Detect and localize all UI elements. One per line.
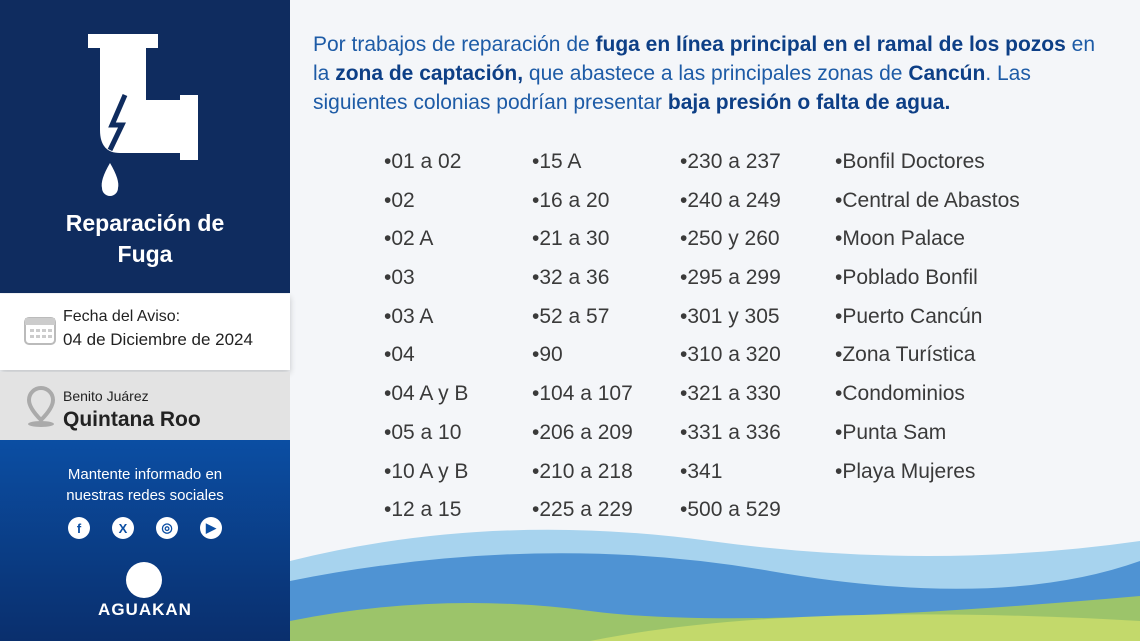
- colonia-item: •104 a 107: [532, 382, 633, 406]
- brand-name: AGUAKAN: [98, 600, 192, 619]
- colonia-item: •Zona Turística: [835, 343, 976, 367]
- social-panel: Mantente informado en nuestras redes soc…: [0, 440, 290, 641]
- colonia-item: •05 a 10: [384, 420, 462, 444]
- colonia-item: •10 A y B: [384, 459, 469, 483]
- title-line: Reparación de: [65, 210, 225, 236]
- date-box: Fecha del Aviso: 04 de Diciembre de 2024: [0, 294, 290, 370]
- colonia-item: •Central de Abastos: [835, 188, 1020, 212]
- colonia-item: •16 a 20: [532, 188, 610, 212]
- notice-bold: baja presión o falta de agua.: [667, 91, 951, 114]
- colonia-item: •03: [384, 266, 415, 290]
- colonias-column-4: •Bonfil Doctores •Central de Abastos •Moon…: [835, 150, 1020, 498]
- colonias-column-1: •01 a 02 •02 •02 A •03 •03 A •04 •04 A y B •05 …: [384, 150, 468, 537]
- wave-decoration: [290, 529, 1140, 641]
- colonia-item: •03 A: [384, 304, 434, 328]
- location-pin-icon: [26, 386, 56, 427]
- colonias-column-3: •230 a 237 •240 a 249 •250 y 260 •295 a 299…: [680, 150, 781, 537]
- colonia-item: •32 a 36: [532, 266, 610, 290]
- page-title: Reparación de Fuga: [0, 208, 290, 270]
- notice-bold: fuga en línea principal en el ramal de l…: [595, 33, 1066, 56]
- colonia-item: •Condominios: [835, 382, 965, 406]
- youtube-icon[interactable]: ▶: [200, 517, 222, 539]
- colonia-item: •240 a 249: [680, 188, 781, 212]
- colonia-item: •Puerto Cancún: [835, 304, 983, 328]
- social-text: Mantente informado en nuestras redes soc…: [0, 464, 290, 506]
- colonia-item: •331 a 336: [680, 420, 781, 444]
- leaking-pipe-icon: [88, 34, 198, 196]
- header-panel: Reparación de Fuga: [0, 0, 290, 293]
- colonia-item: •206 a 209: [532, 420, 633, 444]
- social-text-line: Mantente informado en: [67, 466, 223, 483]
- colonia-item: •225 a 229: [532, 498, 633, 522]
- title-line: Fuga: [117, 241, 173, 267]
- aguakan-logo: [126, 562, 162, 598]
- colonia-item: •321 a 330: [680, 382, 781, 406]
- social-text-line: nuestras redes sociales: [66, 487, 224, 504]
- date-value: 04 de Diciembre de 2024: [63, 330, 253, 349]
- colonia-item: •301 y 305: [680, 304, 780, 328]
- notice-part: . Las siguientes colonias podrían presen…: [313, 62, 1031, 114]
- notice-part: en la: [313, 33, 1096, 85]
- colonia-item: •210 a 218: [532, 459, 633, 483]
- state: Quintana Roo: [63, 408, 201, 431]
- sidebar: Reparación de Fuga Fecha del Aviso: 04 d…: [0, 0, 290, 641]
- colonia-item: •02: [384, 188, 415, 212]
- colonia-item: •230 a 237: [680, 150, 781, 173]
- colonia-item: •341: [680, 459, 723, 483]
- notice-part: Por trabajos de reparación de: [313, 33, 596, 56]
- colonia-item: •500 a 529: [680, 498, 781, 522]
- colonia-item: •04: [384, 343, 415, 367]
- colonia-item: •295 a 299: [680, 266, 781, 290]
- colonias-column-2: •15 A •16 a 20 •21 a 30 •32 a 36 •52 a 57 •90…: [532, 150, 633, 537]
- location-box: Benito Juárez Quintana Roo: [0, 372, 290, 440]
- colonia-item: •Punta Sam: [835, 420, 947, 444]
- colonia-item: •90: [532, 343, 563, 367]
- notice-part: que abastece a las principales zonas de: [523, 62, 909, 85]
- facebook-icon[interactable]: f: [68, 517, 90, 539]
- colonia-item: •Playa Mujeres: [835, 459, 976, 483]
- instagram-icon[interactable]: ◎: [156, 517, 178, 539]
- notice-text: Por trabajos de reparación de fuga en lí…: [313, 30, 1113, 117]
- notice-bold: Cancún: [908, 62, 986, 85]
- colonia-item: •52 a 57: [532, 304, 610, 328]
- colonia-item: •250 y 260: [680, 227, 780, 251]
- colonia-item: •12 a 15: [384, 498, 462, 522]
- colonia-item: •21 a 30: [532, 227, 610, 251]
- x-icon[interactable]: X: [112, 517, 134, 539]
- colonia-item: •310 a 320: [680, 343, 781, 367]
- date-label: Fecha del Aviso:: [63, 308, 181, 325]
- calendar-icon: [24, 317, 56, 345]
- main-content: Por trabajos de reparación de fuga en lí…: [290, 0, 1140, 641]
- notice-bold: zona de captación,: [335, 62, 524, 85]
- colonia-item: •01 a 02: [384, 150, 462, 173]
- colonia-item: •Bonfil Doctores: [835, 150, 985, 173]
- colonia-item: •15 A: [532, 150, 582, 173]
- colonia-item: •Poblado Bonfil: [835, 266, 978, 290]
- municipality: Benito Juárez: [63, 388, 149, 404]
- colonia-item: •Moon Palace: [835, 227, 965, 251]
- colonia-item: •04 A y B: [384, 382, 469, 406]
- colonia-item: •02 A: [384, 227, 434, 251]
